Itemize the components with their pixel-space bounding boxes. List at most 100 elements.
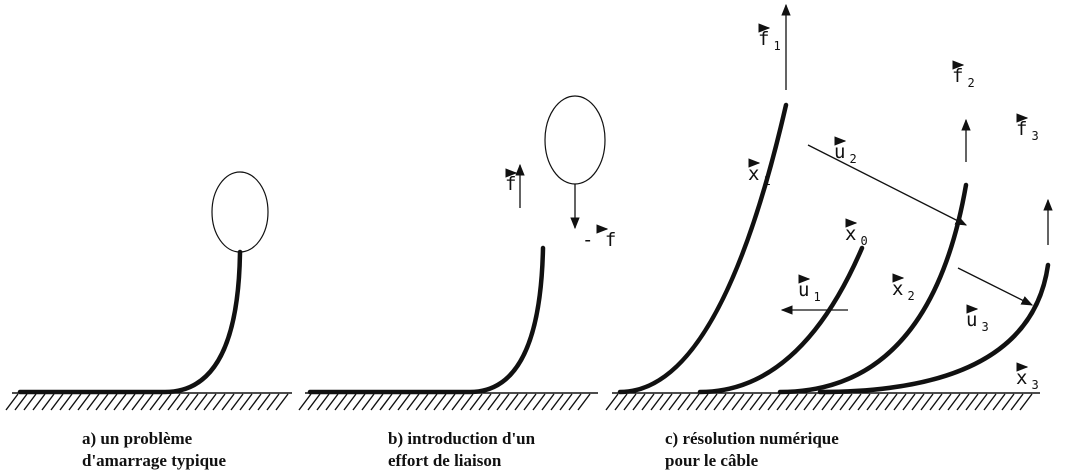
- caption: a) un problème: [82, 429, 193, 448]
- label-base: u: [798, 279, 809, 301]
- hatch: [1010, 393, 1024, 411]
- hatch: [623, 393, 637, 411]
- hatch: [167, 393, 181, 411]
- hatch: [677, 393, 691, 411]
- label-sub: 0: [860, 234, 867, 248]
- hatch: [523, 393, 537, 411]
- hatch: [442, 393, 456, 411]
- hatch: [122, 393, 136, 411]
- texts: a) un problème d'amarrage typique b) intro…: [82, 23, 1039, 470]
- hatch: [478, 393, 492, 411]
- hatch: [713, 393, 727, 411]
- hatch: [140, 393, 154, 411]
- hatch: [212, 393, 226, 411]
- hatch: [875, 393, 889, 411]
- hatch: [298, 393, 312, 411]
- hatch: [275, 393, 289, 411]
- hatch: [812, 393, 826, 411]
- caption: effort de liaison: [388, 451, 502, 470]
- hatch: [830, 393, 844, 411]
- label-base: f: [952, 65, 963, 87]
- hatch: [388, 393, 402, 411]
- hatch: [695, 393, 709, 411]
- hatch: [334, 393, 348, 411]
- hatch: [605, 393, 619, 411]
- hatch: [415, 393, 429, 411]
- hatch: [514, 393, 528, 411]
- hatch: [203, 393, 217, 411]
- hatch: [659, 393, 673, 411]
- hatch: [68, 393, 82, 411]
- label-base: f: [758, 28, 769, 50]
- hatch: [194, 393, 208, 411]
- hatch: [983, 393, 997, 411]
- label-sub: 3: [981, 320, 988, 334]
- hatch: [1019, 393, 1033, 411]
- hatch: [947, 393, 961, 411]
- hatch: [185, 393, 199, 411]
- hatch: [857, 393, 871, 411]
- hatch: [239, 393, 253, 411]
- hatch: [550, 393, 564, 411]
- hatch: [632, 393, 646, 411]
- hatch: [86, 393, 100, 411]
- hatch: [938, 393, 952, 411]
- hatch: [158, 393, 172, 411]
- hatch: [722, 393, 736, 411]
- hatch: [77, 393, 91, 411]
- hatch: [929, 393, 943, 411]
- label-sub: 3: [1031, 378, 1038, 392]
- label-base: f: [1016, 118, 1027, 140]
- hatch: [469, 393, 483, 411]
- hatch: [325, 393, 339, 411]
- label-sub: 1: [763, 174, 770, 188]
- hatch: [559, 393, 573, 411]
- hatch: [767, 393, 781, 411]
- caption: b) introduction d'un: [388, 429, 536, 448]
- hatch: [176, 393, 190, 411]
- hatch: [902, 393, 916, 411]
- hatch: [803, 393, 817, 411]
- label-sub: 2: [967, 76, 974, 90]
- label-base: - f: [582, 229, 616, 251]
- hatch: [614, 393, 628, 411]
- caption: pour le câble: [665, 451, 759, 470]
- hatch: [740, 393, 754, 411]
- buoy: [211, 171, 269, 253]
- hatch: [577, 393, 591, 411]
- hatch: [248, 393, 262, 411]
- grounds: [5, 392, 1040, 411]
- hatch: [731, 393, 745, 411]
- vector-arrow: [807, 144, 968, 226]
- label-sub: 3: [1031, 129, 1038, 143]
- hatch: [866, 393, 880, 411]
- label-sub: 1: [773, 39, 780, 53]
- label-base: x: [892, 278, 903, 300]
- hatch: [460, 393, 474, 411]
- hatch: [839, 393, 853, 411]
- cable: [307, 245, 546, 395]
- hatch: [487, 393, 501, 411]
- hatch: [50, 393, 64, 411]
- label-base: x: [1016, 367, 1027, 389]
- hatch: [785, 393, 799, 411]
- hatch: [749, 393, 763, 411]
- label-sub: 2: [907, 289, 914, 303]
- label-base: x: [748, 163, 759, 185]
- hatch: [1001, 393, 1015, 411]
- hatch: [32, 393, 46, 411]
- hatch: [379, 393, 393, 411]
- hatch: [668, 393, 682, 411]
- hatch: [686, 393, 700, 411]
- hatch: [424, 393, 438, 411]
- hatch: [541, 393, 555, 411]
- hatch: [992, 393, 1006, 411]
